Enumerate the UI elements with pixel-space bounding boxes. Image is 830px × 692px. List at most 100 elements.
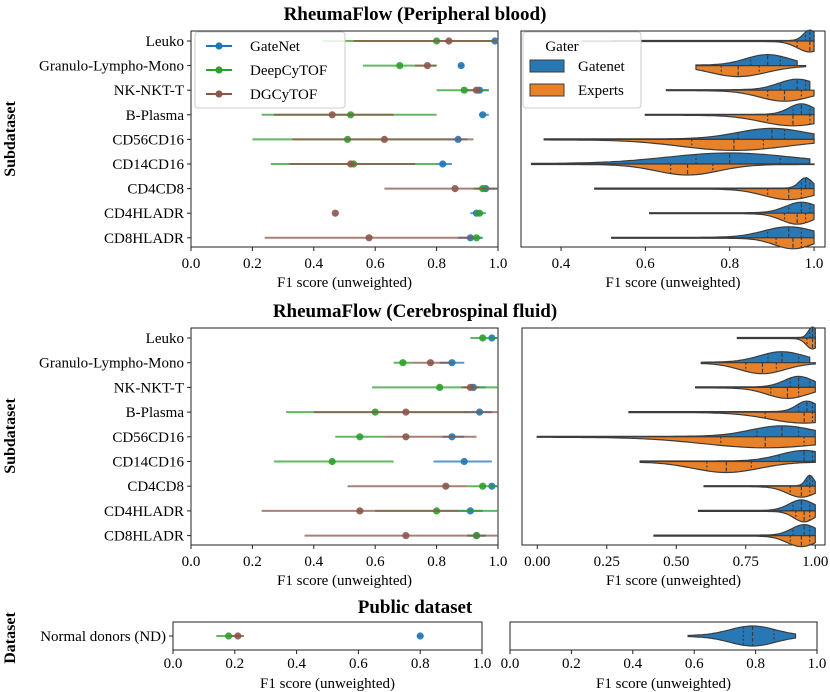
plots: 0.0 0.2 0.4 0.6 0.8 1.0 F1 score (unweighted) L… xyxy=(39,29,828,692)
violin-gatenet xyxy=(530,152,811,165)
y-tick-label: CD4CD8 xyxy=(127,479,184,495)
legend-label-gatenet: Gatenet xyxy=(578,59,625,75)
point-gatenet xyxy=(479,111,487,119)
x-axis-label: F1 score (unweighted) xyxy=(606,275,741,291)
violin-experts xyxy=(665,89,815,102)
pointplot-panel-1: 0.0 0.2 0.4 0.6 0.8 1.0 F1 score (unweighted) L… xyxy=(39,327,508,589)
legend-frame xyxy=(194,31,346,109)
axes-frame xyxy=(521,327,826,546)
y-tick-label: CD4HLADR xyxy=(104,206,184,222)
y-tick-label: CD14CD16 xyxy=(112,157,184,173)
violin-experts xyxy=(695,386,816,399)
title-cerebrospinal-fluid: RheumaFlow (Cerebrospinal fluid) xyxy=(273,301,557,322)
x-tick-label: 1.0 xyxy=(808,656,827,672)
x-tick-label: 1.0 xyxy=(489,554,508,570)
ylabel-peripheral: Subdataset xyxy=(2,101,19,177)
violin-gatenet xyxy=(648,201,815,214)
violin-gatenet xyxy=(700,351,811,364)
x-tick-label: 0.0 xyxy=(164,656,183,672)
point-dgcytof xyxy=(365,234,373,242)
y-tick-label: Granulo-Lympho-Mono xyxy=(39,356,184,372)
ylabel-csf: Subdataset xyxy=(2,398,19,474)
title-public-dataset: Public dataset xyxy=(358,597,473,618)
point-deepcytof xyxy=(396,62,404,70)
x-tick-label: 0.2 xyxy=(243,256,262,272)
x-axis-label: F1 score (unweighted) xyxy=(596,676,731,692)
title-peripheral-blood: RheumaFlow (Peripheral blood) xyxy=(284,4,547,25)
point-gatenet xyxy=(460,457,468,466)
point-dgcytof xyxy=(402,532,410,540)
y-tick-label: NK-NKT-T xyxy=(114,380,184,396)
x-tick-label: 0.50 xyxy=(663,554,689,570)
violin-experts xyxy=(703,485,816,498)
x-tick-label: 0.6 xyxy=(349,656,368,672)
x-tick-label: 0.4 xyxy=(304,256,323,272)
y-tick-label: B-Plasma xyxy=(126,405,185,421)
x-tick-label: 0.8 xyxy=(427,256,446,272)
point-dgcytof xyxy=(472,86,481,94)
y-tick-label: CD8HLADR xyxy=(104,231,184,247)
y-tick-label: CD56CD16 xyxy=(112,430,184,446)
point-deepcytof xyxy=(225,632,233,640)
violin-experts xyxy=(536,436,816,449)
violin-gatenet xyxy=(697,499,816,512)
x-tick-label: 1.0 xyxy=(489,256,508,272)
violin-gatenet xyxy=(594,176,815,190)
x-tick-label: 0.8 xyxy=(746,656,765,672)
point-deepcytof xyxy=(356,433,364,441)
x-tick-label: 0.0 xyxy=(501,656,520,672)
point-dgcytof xyxy=(331,209,339,217)
axes-frame xyxy=(520,30,826,248)
point-deepcytof xyxy=(479,482,487,490)
axes-frame xyxy=(509,621,818,651)
x-tick-label: 0.2 xyxy=(243,554,262,570)
violin-experts xyxy=(530,163,815,176)
point-deepcytof xyxy=(328,457,336,466)
violin-panel-2: 0.0 0.2 0.4 0.6 0.8 1.0 F1 score (unweighted) xyxy=(501,621,827,692)
point-deepcytof xyxy=(479,334,487,342)
point-dgcytof xyxy=(402,433,410,441)
point-gatenet xyxy=(457,62,465,70)
violin-gatenet xyxy=(695,54,798,67)
violin-experts xyxy=(653,535,816,548)
violin-experts xyxy=(700,362,816,375)
x-tick-label: 0.25 xyxy=(594,554,620,570)
point-deepcytof xyxy=(472,234,481,242)
point-dgcytof xyxy=(426,359,435,367)
point-gatenet xyxy=(439,160,447,168)
x-tick-label: 0.4 xyxy=(552,256,571,272)
x-tick-label: 0.6 xyxy=(366,554,385,570)
violin-experts xyxy=(628,411,816,424)
violin-gatenet xyxy=(703,474,816,487)
x-tick-label: 0.6 xyxy=(366,256,385,272)
violin-gatenet xyxy=(687,625,797,647)
point-dgcytof xyxy=(328,111,336,119)
legend-patch-experts xyxy=(529,83,565,97)
y-tick-label: Normal donors (ND) xyxy=(40,629,166,645)
violin-experts xyxy=(594,188,815,201)
violin-panel-1: 0.00 0.25 0.50 0.75 1.00 F1 score (unweighted… xyxy=(521,326,828,589)
violin-gatenet xyxy=(610,29,815,42)
violin-gatenet xyxy=(644,103,815,116)
y-tick-label: CD4HLADR xyxy=(104,504,184,520)
violin-gatenet xyxy=(628,400,816,413)
violin-gatenet xyxy=(610,226,815,239)
legend-label-experts: Experts xyxy=(578,83,624,99)
x-tick-label: 0.0 xyxy=(182,554,201,570)
violin-experts xyxy=(695,65,807,78)
legend-patch-gatenet xyxy=(529,59,565,73)
x-tick-label: 0.4 xyxy=(287,656,306,672)
point-dgcytof xyxy=(356,507,364,515)
y-tick-label: B-Plasma xyxy=(126,108,185,124)
legend: GateNet DeepCyTOF DGCyTOF xyxy=(194,31,346,109)
x-axis-label: F1 score (unweighted) xyxy=(606,573,741,589)
x-tick-label: 0.6 xyxy=(685,656,704,672)
violin-gatenet xyxy=(653,523,816,537)
x-tick-label: 0.2 xyxy=(562,656,581,672)
point-dgcytof xyxy=(451,185,459,193)
violin-gatenet xyxy=(665,78,811,91)
x-tick-label: 0.75 xyxy=(733,554,759,570)
pointplot-panel-2: 0.0 0.2 0.4 0.6 0.8 1.0 F1 score (unweighted) N… xyxy=(40,621,491,692)
